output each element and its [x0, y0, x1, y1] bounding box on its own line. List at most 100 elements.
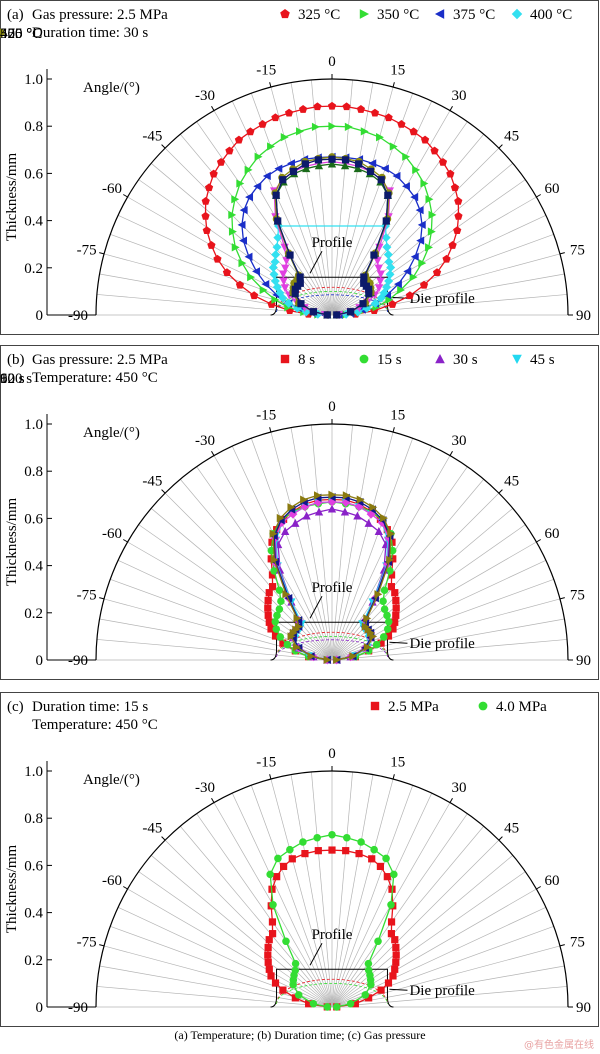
die-profile-shape — [270, 968, 394, 1008]
radial-gridline — [150, 163, 333, 316]
radial-gridline — [196, 466, 333, 661]
radial-gridline — [138, 524, 333, 661]
radial-gridline — [127, 888, 333, 1008]
data-point — [341, 156, 350, 164]
data-point — [271, 113, 280, 122]
data-point — [369, 632, 378, 641]
radial-gridline — [96, 986, 333, 1008]
angle-tick-label: 75 — [570, 242, 585, 258]
angle-tick — [392, 774, 395, 780]
angle-tick-label: -15 — [256, 755, 276, 771]
data-point — [327, 101, 337, 110]
data-point — [340, 161, 350, 170]
data-point — [284, 108, 294, 117]
data-point — [355, 160, 363, 168]
angle-tick-label: -60 — [102, 526, 122, 542]
legend-label: 375 °C — [453, 7, 495, 23]
radial-gridline — [180, 478, 333, 661]
data-point — [296, 127, 304, 136]
legend-marker — [435, 353, 445, 364]
angle-tick — [161, 489, 166, 494]
data-point — [391, 936, 399, 944]
radial-gridline — [103, 253, 333, 316]
data-point — [271, 250, 281, 260]
data-point — [266, 870, 274, 879]
data-point — [292, 642, 301, 652]
legend-marker — [478, 701, 488, 711]
angle-tick — [536, 886, 541, 890]
radial-gridline — [331, 492, 500, 661]
data-point — [283, 640, 292, 649]
data-point — [355, 850, 363, 858]
radial-gridline — [311, 79, 333, 316]
angle-tick-label: 45 — [504, 473, 519, 489]
legend-label: 8 s — [298, 352, 315, 368]
die-profile-label: Die profile — [409, 636, 475, 652]
legend-label: 30 s — [453, 352, 478, 368]
data-point — [280, 284, 290, 293]
radial-gridline — [331, 813, 468, 1008]
data-point — [392, 951, 400, 959]
y-tick-label: 0.6 — [24, 166, 43, 182]
data-point — [376, 293, 386, 303]
data-point — [268, 930, 277, 938]
data-point — [213, 254, 222, 263]
radial-gridline — [331, 79, 353, 316]
data-point — [300, 502, 310, 512]
profile-label: Profile — [312, 235, 353, 251]
data-point — [307, 652, 316, 661]
data-point — [250, 291, 259, 300]
data-point — [418, 258, 427, 268]
data-point — [353, 511, 362, 520]
data-point — [392, 171, 401, 181]
radial-gridline — [290, 427, 333, 661]
legend-label: 325 °C — [298, 7, 340, 23]
radial-gridline — [331, 147, 500, 316]
data-point — [314, 161, 324, 170]
angle-tick-label: 90 — [576, 1000, 591, 1016]
data-point — [430, 146, 439, 155]
data-point — [267, 972, 275, 980]
data-point — [309, 999, 318, 1008]
radial-gridline — [127, 541, 333, 661]
legend-label: 400 °C — [530, 7, 572, 23]
data-point — [387, 529, 396, 538]
legend-label: 425 °C — [0, 26, 42, 42]
data-point — [359, 300, 367, 308]
data-point — [204, 183, 214, 192]
data-point — [270, 555, 279, 564]
angle-axis-title: Angle/(°) — [83, 772, 140, 788]
data-point — [287, 503, 296, 512]
radial-gridline — [331, 778, 394, 1008]
data-point — [238, 258, 247, 268]
data-point — [393, 279, 402, 289]
radial-gridline — [311, 424, 333, 661]
data-point — [397, 285, 406, 295]
data-point — [231, 243, 240, 252]
data-point — [374, 264, 383, 273]
data-point — [209, 169, 218, 178]
condition-text: Temperature: 450 °C — [32, 717, 158, 733]
y-tick-label: 0.6 — [24, 858, 43, 874]
data-point — [269, 901, 277, 909]
data-point — [416, 236, 425, 245]
data-point — [327, 504, 337, 513]
data-point — [364, 959, 373, 968]
data-point — [374, 284, 384, 293]
data-point — [296, 273, 304, 281]
legend-label: 350 °C — [377, 7, 419, 23]
data-point — [302, 164, 311, 173]
radial-gridline — [290, 774, 333, 1008]
data-point — [361, 991, 370, 999]
angle-tick — [161, 144, 166, 149]
angle-tick — [559, 597, 565, 600]
data-point — [311, 122, 320, 132]
data-point — [453, 226, 462, 235]
radial-gridline — [331, 133, 484, 316]
panel-frame — [0, 345, 599, 680]
angle-tick-label: 30 — [452, 433, 467, 449]
data-point — [277, 597, 285, 606]
data-point — [354, 502, 364, 512]
data-point — [201, 196, 210, 205]
data-point — [286, 845, 294, 854]
